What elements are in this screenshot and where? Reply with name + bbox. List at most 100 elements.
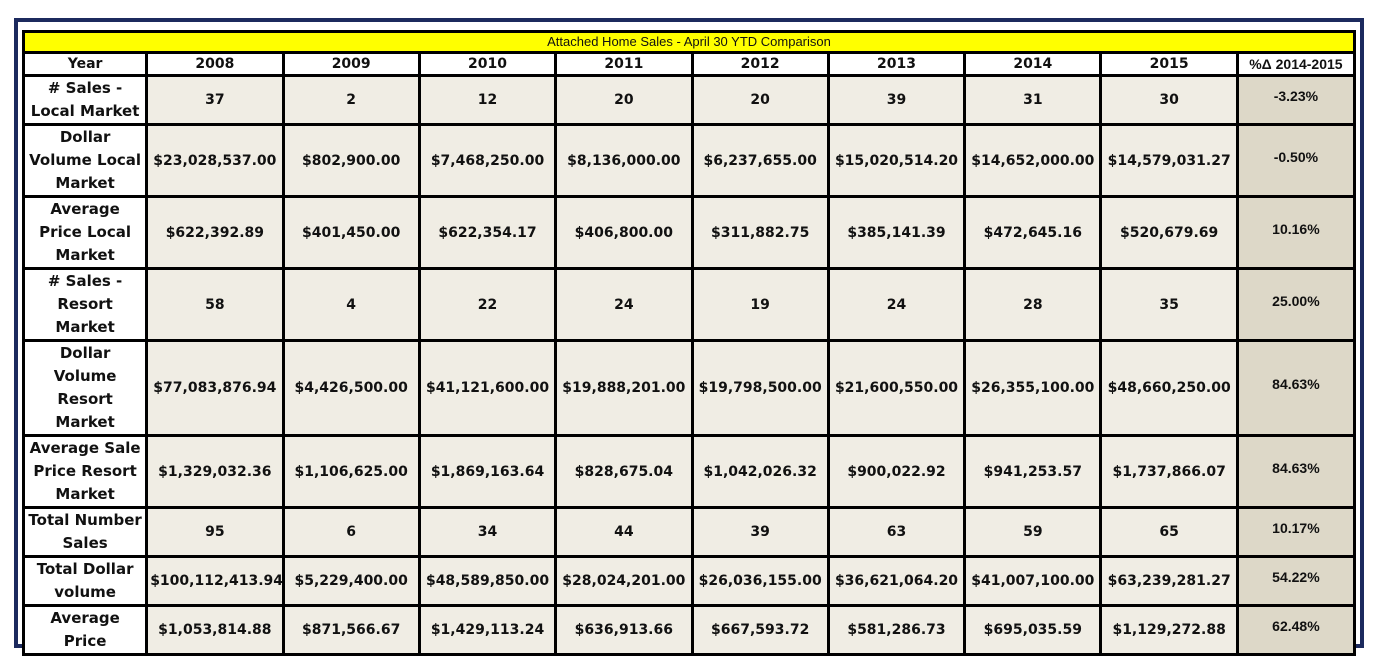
value-cell: $472,645.16 [963,195,1103,270]
table-row: Average Price Local Market $622,392.89 $40… [21,195,1357,270]
value-cell: 12 [417,74,558,126]
value-cell: $23,028,537.00 [145,123,285,198]
year-header: Year [21,51,149,77]
year-column-header: 2011 [554,51,694,77]
value-cell: $622,392.89 [145,195,285,270]
value-cell: 30 [1099,74,1239,126]
value-cell: $28,024,201.00 [554,555,694,607]
table-row: Total Dollar volume $100,112,413.94 $5,229… [21,555,1357,607]
value-cell: 37 [145,74,285,126]
value-cell: 6 [281,506,421,558]
value-cell: $1,053,814.88 [145,604,285,656]
value-cell: 24 [826,267,967,342]
value-cell: $19,798,500.00 [690,339,830,437]
value-cell: $36,621,064.20 [826,555,967,607]
year-column-header: 2010 [417,51,558,77]
pct-change-cell: 54.22% [1235,555,1357,607]
value-cell: $941,253.57 [963,434,1103,509]
pct-change-value: 10.17% [1272,520,1320,536]
value-cell: $14,652,000.00 [963,123,1103,198]
value-cell: $520,679.69 [1099,195,1239,270]
pct-change-value: 84.63% [1272,376,1320,392]
value-cell: $311,882.75 [690,195,830,270]
pct-change-cell: -0.50% [1235,123,1357,198]
row-label: Average Price [21,604,149,656]
table-title: Attached Home Sales - April 30 YTD Compa… [22,30,1356,54]
table-frame: Attached Home Sales - April 30 YTD Compa… [14,18,1364,656]
value-cell: $871,566.67 [281,604,421,656]
value-cell: $828,675.04 [554,434,694,509]
value-cell: $1,737,866.07 [1099,434,1239,509]
pct-change-cell: 25.00% [1235,267,1357,342]
pct-change-value: -3.23% [1273,88,1319,104]
value-cell: $1,106,625.00 [281,434,421,509]
value-cell: 22 [417,267,558,342]
value-cell: 58 [145,267,285,342]
value-cell: $4,426,500.00 [281,339,421,437]
row-label: # Sales - Resort Market [21,267,149,342]
value-cell: $802,900.00 [281,123,421,198]
value-cell: 20 [554,74,694,126]
value-cell: 2 [281,74,421,126]
value-cell: 19 [690,267,830,342]
pct-change-cell: -3.23% [1235,74,1357,126]
value-cell: 34 [417,506,558,558]
value-cell: $1,329,032.36 [145,434,285,509]
pct-change-cell: 84.63% [1235,339,1357,437]
title-row: Attached Home Sales - April 30 YTD Compa… [22,30,1356,54]
header-row: Year 2008 2009 2010 2011 2012 2013 2014 … [21,51,1357,77]
value-cell: $636,913.66 [554,604,694,656]
value-cell: $48,589,850.00 [417,555,558,607]
row-label: Dollar Volume Resort Market [21,339,149,437]
value-cell: 63 [826,506,967,558]
pct-change-cell: 10.17% [1235,506,1357,558]
value-cell: $695,035.59 [963,604,1103,656]
value-cell: 31 [963,74,1103,126]
value-cell: 24 [554,267,694,342]
row-label: Average Price Local Market [21,195,149,270]
value-cell: 4 [281,267,421,342]
value-cell: $5,229,400.00 [281,555,421,607]
value-cell: $581,286.73 [826,604,967,656]
year-column-header: 2012 [690,51,830,77]
table-row: Dollar Volume Local Market $23,028,537.00… [21,123,1357,198]
value-cell: $900,022.92 [826,434,967,509]
value-cell: $14,579,031.27 [1099,123,1239,198]
pct-change-cell: 62.48% [1235,604,1357,656]
table-row: # Sales - Local Market 37 2 12 20 20 39 31 30 -3.… [21,74,1357,126]
value-cell: $41,121,600.00 [417,339,558,437]
value-cell: $7,468,250.00 [417,123,558,198]
value-cell: 39 [690,506,830,558]
table-container: Attached Home Sales - April 30 YTD Compa… [21,30,1357,656]
value-cell: 20 [690,74,830,126]
pct-change-value: 62.48% [1272,618,1320,634]
year-column-header: 2009 [281,51,421,77]
value-cell: 35 [1099,267,1239,342]
table-row: Average Price $1,053,814.88 $871,566.67 $1,… [21,604,1357,656]
value-cell: $19,888,201.00 [554,339,694,437]
value-cell: 59 [963,506,1103,558]
value-cell: $26,355,100.00 [963,339,1103,437]
year-column-header: 2014 [963,51,1103,77]
value-cell: $100,112,413.94 [145,555,285,607]
table-row: # Sales - Resort Market 58 4 22 24 19 24 28 35 25… [21,267,1357,342]
pct-change-value: 25.00% [1272,292,1320,309]
value-cell: $385,141.39 [826,195,967,270]
pct-change-value: 84.63% [1272,459,1320,476]
value-cell: $48,660,250.00 [1099,339,1239,437]
row-label: Average Sale Price Resort Market [21,434,149,509]
year-column-header: 2013 [826,51,967,77]
value-cell: $6,237,655.00 [690,123,830,198]
pct-change-cell: 84.63% [1235,434,1357,509]
table-row: Average Sale Price Resort Market $1,329,0… [21,434,1357,509]
value-cell: $1,129,272.88 [1099,604,1239,656]
value-cell: $667,593.72 [690,604,830,656]
value-cell: 44 [554,506,694,558]
pct-change-cell: 10.16% [1235,195,1357,270]
value-cell: $401,450.00 [281,195,421,270]
pct-change-header: %Δ 2014-2015 [1235,51,1357,77]
value-cell: $1,042,026.32 [690,434,830,509]
value-cell: $15,020,514.20 [826,123,967,198]
row-label: Total Dollar volume [21,555,149,607]
value-cell: $63,239,281.27 [1099,555,1239,607]
